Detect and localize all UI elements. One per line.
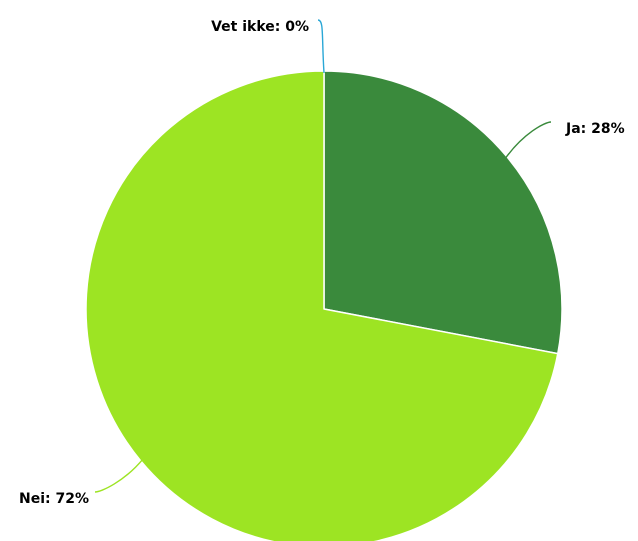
data-label-vet-ikke: Vet ikke: 0% xyxy=(211,19,309,35)
label-connectors xyxy=(94,19,552,493)
connector-nei xyxy=(94,457,145,493)
data-label-nei: Nei: 72% xyxy=(19,491,89,507)
pie-slices xyxy=(85,70,563,541)
connector-vet-ikke xyxy=(317,19,325,74)
pie-slice-ja xyxy=(323,70,563,355)
data-label-ja: Ja: 28% xyxy=(565,121,625,137)
connector-ja xyxy=(503,121,552,161)
data-labels: Ja: 28% Nei: 72% Vet ikke: 0% xyxy=(19,19,625,507)
pie-slice-nei xyxy=(85,70,559,541)
